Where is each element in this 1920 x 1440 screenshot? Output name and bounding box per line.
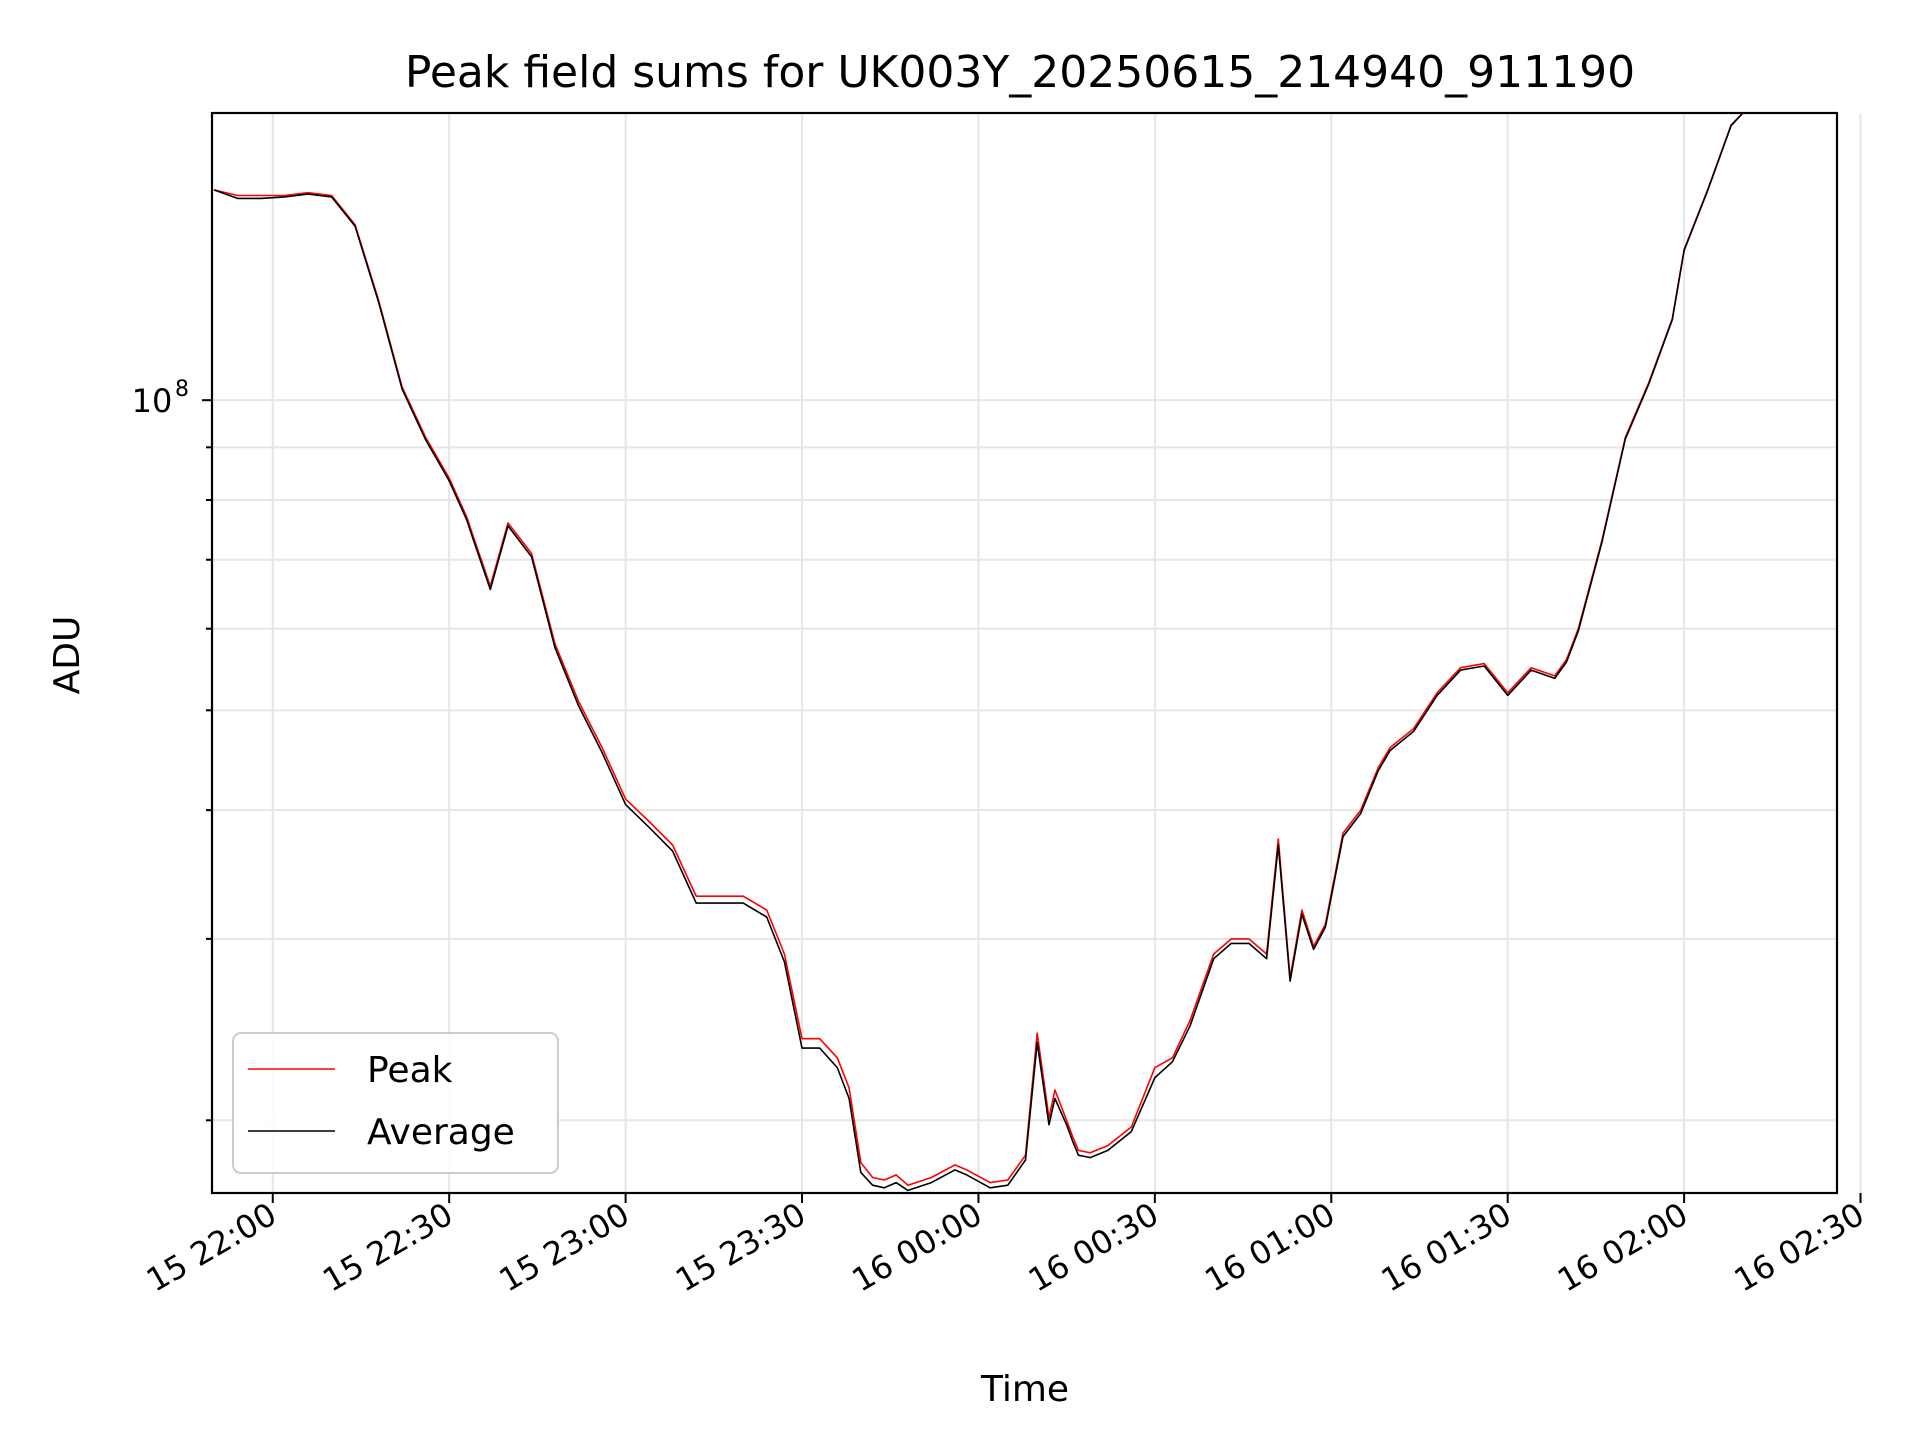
- x-tick-label: 16 02:00: [1551, 1195, 1694, 1299]
- grid: [212, 113, 1862, 1193]
- series-layer: [213, 112, 1837, 1192]
- x-tick-label: 16 01:00: [1198, 1195, 1341, 1299]
- legend-box: [232, 1032, 559, 1174]
- x-axis-label: Time: [980, 1369, 1069, 1410]
- y-tick-label: 10: [132, 382, 173, 420]
- legend-peak-label: Peak: [367, 1050, 453, 1091]
- y-axis: 10 8: [132, 377, 212, 1122]
- x-tick-label: 15 23:30: [669, 1195, 812, 1299]
- x-tick-label: 15 22:00: [140, 1195, 283, 1299]
- x-tick-label: 16 00:00: [845, 1195, 988, 1299]
- legend-average-label: Average: [367, 1112, 515, 1153]
- series-line-peak: [213, 112, 1837, 1186]
- legend: Peak Average: [232, 1032, 559, 1174]
- x-tick-label: 15 22:30: [316, 1195, 459, 1299]
- y-axis-label: ADU: [47, 616, 88, 695]
- x-tick-label: 16 00:30: [1022, 1195, 1165, 1299]
- chart-title: Peak field sums for UK003Y_20250615_2149…: [405, 47, 1635, 98]
- plot-frame: [210, 111, 1839, 1195]
- x-axis: 15 22:00 15 22:30 15 23:00 15 23:30 16 00:00…: [140, 1193, 1871, 1299]
- series-line-average: [213, 112, 1837, 1192]
- x-tick-label: 15 23:00: [493, 1195, 636, 1299]
- x-tick-label: 16 01:30: [1375, 1195, 1518, 1299]
- y-tick-label-exponent: 8: [175, 377, 189, 402]
- x-tick-label: 16 02:30: [1728, 1195, 1871, 1299]
